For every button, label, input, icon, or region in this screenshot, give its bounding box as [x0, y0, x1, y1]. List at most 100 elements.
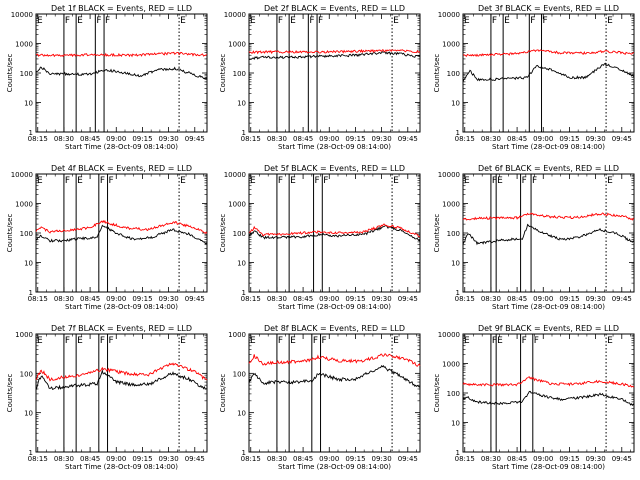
time-marker-label: E	[250, 336, 256, 346]
x-tick-label: 09:45	[185, 295, 205, 303]
x-tick-label: 08:30	[267, 455, 287, 463]
x-tick-label: 08:45	[507, 135, 527, 143]
x-tick-label: 08:15	[28, 135, 48, 143]
x-tick-label: 08:30	[54, 455, 74, 463]
y-tick-label: 1000	[15, 201, 33, 209]
x-tick-label: 09:00	[106, 135, 126, 143]
chart-panel-5: Det 5f BLACK = Events, RED = LLD 1 10 100 10…	[219, 164, 421, 311]
time-marker-label: F	[530, 16, 535, 26]
y-tick-label: 10000	[224, 11, 246, 19]
time-marker-label: F	[313, 336, 318, 346]
time-marker-label: F	[278, 176, 283, 186]
y-tick-label: 1000	[15, 41, 33, 49]
series-line-events	[462, 223, 635, 246]
y-tick-label: 10000	[438, 331, 460, 339]
y-tick-label: 10	[451, 100, 460, 108]
y-axis-label: Counts/sec	[6, 214, 14, 253]
x-axis-label: Start Time (28-Oct-09 08:14:00)	[492, 303, 605, 311]
x-axis-label: Start Time (28-Oct-09 08:14:00)	[65, 463, 178, 471]
x-tick-label: 09:00	[533, 135, 553, 143]
time-marker-label: E	[77, 16, 83, 26]
x-tick-label: 09:45	[185, 135, 205, 143]
x-tick-label: 08:15	[241, 135, 261, 143]
y-tick-label: 1	[242, 289, 246, 297]
chart-panel-8: Det 8f BLACK = Events, RED = LLD 1 10 100 10…	[219, 324, 421, 471]
x-tick-label: 09:30	[586, 455, 606, 463]
y-tick-label: 1	[242, 449, 246, 457]
series-line-lld	[35, 51, 208, 58]
time-marker-label: E	[290, 16, 296, 26]
y-tick-label: 10	[451, 260, 460, 268]
x-tick-label: 09:15	[132, 295, 152, 303]
chart-title: Det 1f BLACK = Events, RED = LLD	[51, 4, 192, 13]
x-tick-label: 08:30	[481, 295, 501, 303]
y-tick-label: 1	[456, 129, 460, 137]
time-marker-label: E	[607, 336, 613, 346]
time-marker-label: E	[180, 176, 186, 186]
y-axis-label: Counts/sec	[219, 54, 227, 93]
series-line-lld	[462, 376, 635, 388]
time-marker-label: F	[543, 16, 548, 26]
x-tick-label: 09:30	[372, 455, 392, 463]
x-tick-label: 08:45	[80, 295, 100, 303]
series-line-events	[248, 365, 421, 388]
time-marker-label: E	[290, 176, 296, 186]
plot-frame	[248, 333, 421, 453]
y-tick-label: 1	[456, 289, 460, 297]
time-marker-label: F	[522, 176, 527, 186]
x-tick-label: 09:15	[345, 295, 365, 303]
time-marker-label: E	[393, 176, 399, 186]
time-marker-label: F	[534, 336, 539, 346]
time-marker-label: F	[492, 176, 497, 186]
x-tick-label: 09:00	[319, 295, 339, 303]
plot-frame	[462, 173, 635, 293]
y-tick-label: 10	[24, 260, 33, 268]
x-tick-label: 09:45	[185, 455, 205, 463]
time-marker-label: F	[278, 16, 283, 26]
time-marker-label: F	[309, 16, 314, 26]
y-tick-label: 10	[451, 420, 460, 428]
y-axis-label: Counts/sec	[219, 214, 227, 253]
x-tick-label: 08:45	[293, 135, 313, 143]
y-tick-label: 100	[447, 230, 460, 238]
plot-frame	[248, 13, 421, 133]
x-tick-label: 08:15	[241, 295, 261, 303]
x-tick-label: 09:45	[398, 135, 418, 143]
x-axis-label: Start Time (28-Oct-09 08:14:00)	[65, 143, 178, 151]
time-marker-label: E	[393, 16, 399, 26]
x-tick-label: 08:30	[481, 455, 501, 463]
time-marker-label: E	[464, 336, 470, 346]
y-tick-label: 10000	[438, 171, 460, 179]
y-axis-label: Counts/sec	[433, 374, 441, 413]
plot-frame	[462, 333, 635, 453]
x-tick-label: 08:45	[507, 455, 527, 463]
time-marker-label: E	[607, 176, 613, 186]
time-marker-label: F	[522, 336, 527, 346]
x-tick-label: 09:00	[319, 455, 339, 463]
chart-panel-6: Det 6f BLACK = Events, RED = LLD 1 10 100 10…	[433, 164, 635, 311]
x-tick-label: 09:30	[159, 135, 179, 143]
time-marker-label: F	[65, 336, 70, 346]
y-axis-label: Counts/sec	[433, 54, 441, 93]
time-marker-label: F	[100, 176, 105, 186]
y-tick-label: 1	[29, 449, 33, 457]
y-axis-label: Counts/sec	[6, 54, 14, 93]
x-tick-label: 09:30	[159, 455, 179, 463]
y-tick-label: 1	[29, 129, 33, 137]
time-marker-label: E	[180, 16, 186, 26]
x-tick-label: 09:15	[559, 135, 579, 143]
plot-frame	[35, 333, 208, 453]
series-line-events	[35, 224, 208, 245]
series-line-events	[462, 62, 635, 83]
chart-title: Det 9f BLACK = Events, RED = LLD	[478, 324, 619, 333]
y-tick-label: 100	[20, 70, 33, 78]
y-tick-label: 10	[237, 100, 246, 108]
x-tick-label: 08:30	[54, 135, 74, 143]
x-tick-label: 09:15	[132, 135, 152, 143]
y-tick-label: 1000	[442, 361, 460, 369]
series-line-events	[248, 51, 421, 61]
x-tick-label: 08:45	[80, 455, 100, 463]
x-tick-label: 09:15	[559, 455, 579, 463]
x-tick-label: 08:30	[54, 295, 74, 303]
